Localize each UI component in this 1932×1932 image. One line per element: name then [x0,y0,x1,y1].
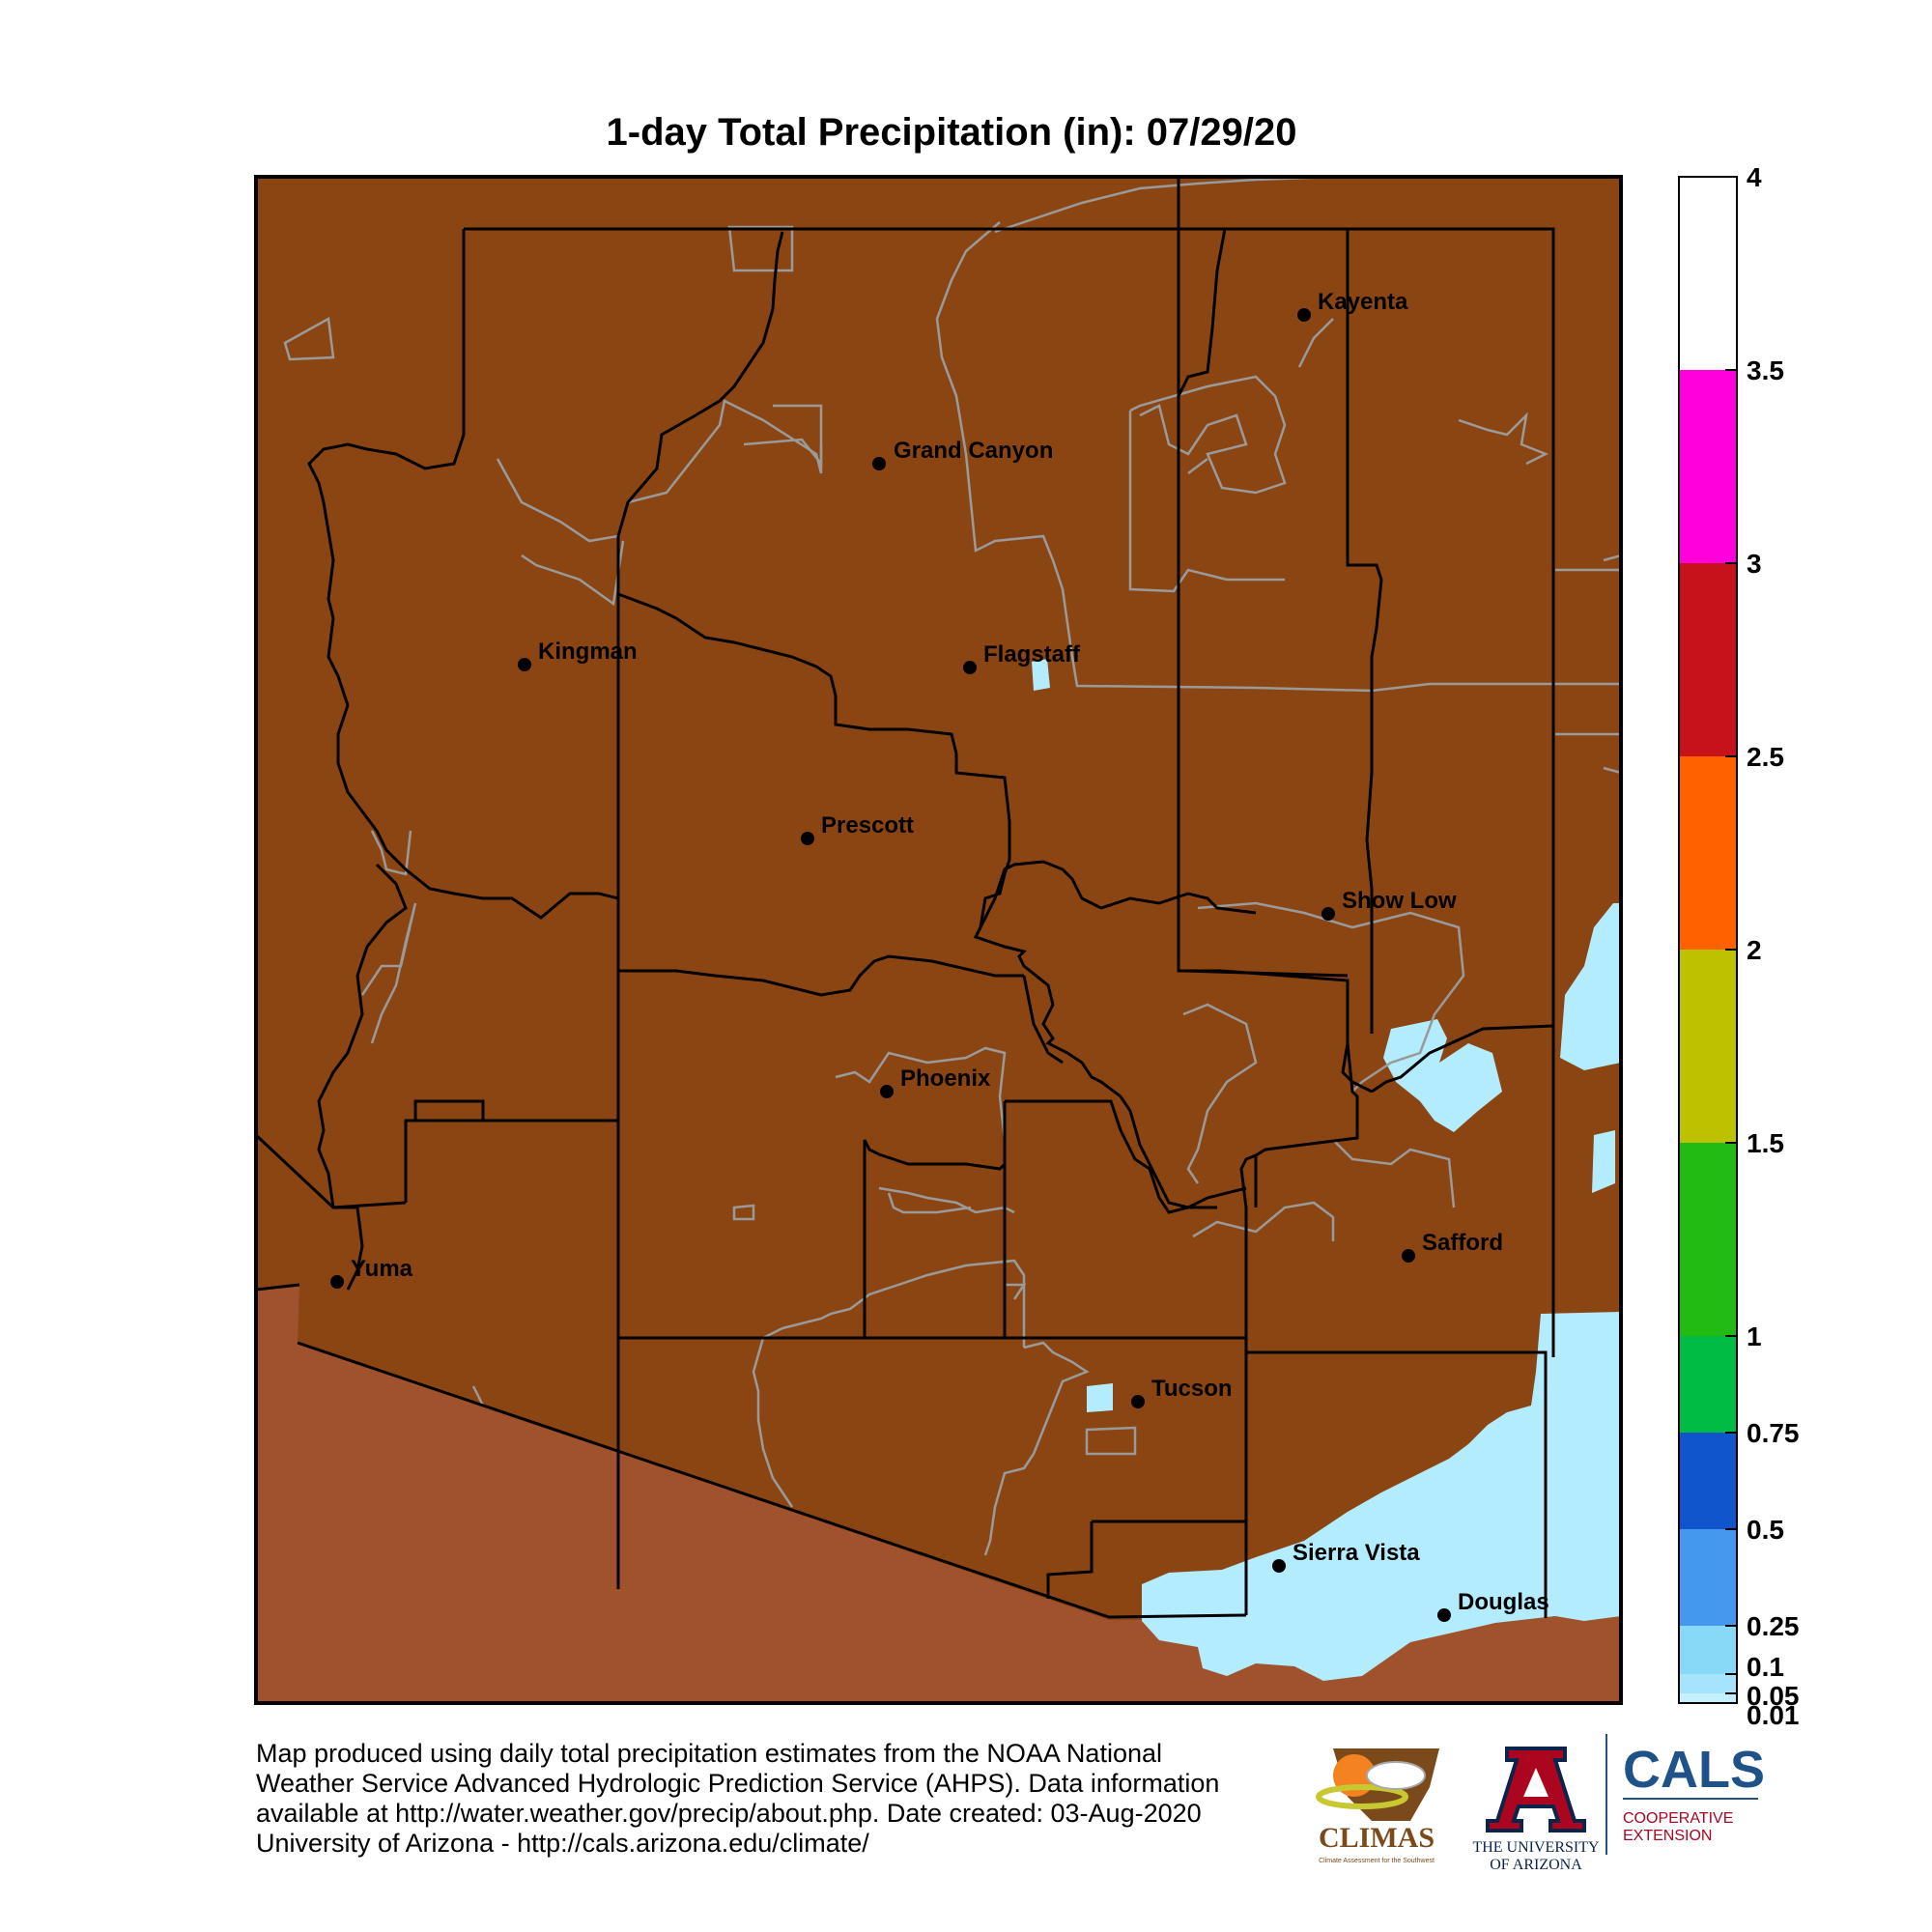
legend-tick-label: 0.5 [1747,1515,1784,1545]
city-sierra-vista: Sierra Vista [1272,1540,1420,1573]
city-label: Kayenta [1318,289,1408,315]
legend-tick-label: 0.1 [1747,1652,1784,1682]
city-dot [1402,1249,1415,1263]
precip-patch-flagstaff [1032,659,1050,691]
university-of-arizona-logo: THE UNIVERSITY OF ARIZONA [1472,1747,1600,1873]
city-dot [1297,308,1311,322]
footer-line: Weather Service Advanced Hydrologic Pred… [256,1769,1220,1798]
city-phoenix: Phoenix [880,1065,991,1098]
legend-tick-label: 3.5 [1747,355,1784,385]
city-prescott: Prescott [801,812,914,845]
city-label: Kingman [538,639,638,665]
precip-patch-southeast [1142,1312,1621,1681]
legend-tick-label: 3 [1747,549,1762,579]
city-grand-canyon: Grand Canyon [872,438,1053,470]
city-show-low: Show Low [1321,888,1457,921]
precipitation-legend: 4 3.5 3 2.5 2 1.5 1 0.75 0.5 0.25 0.10.050.01 [1678,162,1800,1730]
precip-patch-east-border-2 [1592,1130,1615,1193]
cals-line2: EXTENSION [1623,1828,1712,1844]
city-flagstaff: Flagstaff [963,641,1081,674]
legend-band [1679,756,1737,950]
legend-tick-label: 0.25 [1747,1611,1800,1641]
city-dot [1437,1608,1451,1622]
legend-band [1679,1674,1737,1693]
city-dot [330,1275,344,1289]
legend-band [1679,1626,1737,1674]
legend-band [1679,1143,1737,1336]
legend-tick-label: 4 [1747,162,1762,192]
legend-tick-label: 1.5 [1747,1128,1784,1158]
city-label: Douglas [1458,1589,1549,1615]
legend-tick-label: 2.5 [1747,742,1784,772]
city-dot [1321,907,1335,921]
precipitation-patches [1032,659,1621,1681]
footer-line: University of Arizona - http://cals.ariz… [256,1829,869,1858]
city-label: Show Low [1342,888,1457,914]
legend-band [1679,563,1737,756]
legend-band [1679,1433,1737,1529]
city-label: Sierra Vista [1293,1540,1420,1566]
legend-tick-label: 0.01 [1747,1700,1800,1730]
city-label: Tucson [1151,1376,1233,1402]
legend-band [1679,1693,1737,1703]
precip-patch-east-border [1560,903,1621,1070]
city-markers: Kayenta Grand Canyon Kingman Flagstaff P… [330,289,1549,1622]
city-kayenta: Kayenta [1297,289,1408,322]
city-label: Yuma [351,1256,413,1282]
city-label: Safford [1422,1230,1503,1256]
legend-tick-label: 2 [1747,935,1762,965]
city-dot [880,1085,894,1098]
precip-patch-safford-north [1383,1019,1502,1132]
map-frame [254,175,1623,1705]
cals-logo: CALS COOPERATIVE EXTENSION [1623,1741,1765,1844]
ua-line2: OF ARIZONA [1490,1857,1582,1873]
city-label: Phoenix [900,1065,991,1092]
cals-line1: COOPERATIVE [1623,1810,1733,1827]
map-title: 1-day Total Precipitation (in): 07/29/20 [606,111,1297,154]
city-label: Prescott [821,812,914,838]
legend-tick-label: 1 [1747,1321,1762,1351]
outside-state-region [256,1285,1621,1703]
city-label: Grand Canyon [894,438,1053,464]
city-kingman: Kingman [518,639,638,671]
city-dot [872,457,886,470]
city-yuma: Yuma [330,1256,413,1289]
climas-tagline: Climate Assessment for the Southwest [1319,1858,1435,1864]
city-safford: Safford [1402,1230,1503,1263]
city-tucson: Tucson [1131,1376,1233,1408]
city-label: Flagstaff [983,641,1081,668]
city-dot [1272,1559,1286,1573]
legend-band [1679,370,1737,563]
climas-logo: CLIMAS Climate Assessment for the Southw… [1316,1748,1439,1864]
footer-note: Map produced using daily total precipita… [256,1739,1299,1859]
legend-tick-label: 0.05 [1747,1681,1800,1711]
climas-name: CLIMAS [1319,1822,1435,1854]
legend-frame [1678,176,1738,1704]
city-douglas: Douglas [1437,1589,1549,1622]
legend-band [1679,177,1737,370]
city-dot [801,832,814,845]
footer-line: Map produced using daily total precipita… [256,1739,1162,1768]
precip-patch-tucson [1087,1383,1113,1412]
city-dot [963,661,977,674]
city-dot [518,658,531,671]
county-boundaries [254,177,1555,1619]
legend-tick-label: 0.75 [1747,1418,1800,1448]
ua-line1: THE UNIVERSITY [1472,1839,1600,1856]
legend-band [1679,1529,1737,1626]
legend-band [1679,950,1737,1143]
reservation-boundaries [283,175,1623,1556]
legend-band [1679,1336,1737,1433]
cals-name: CALS [1623,1741,1765,1799]
footer-line: available at http://water.weather.gov/pr… [256,1799,1202,1828]
logo-divider [1605,1734,1607,1855]
city-dot [1131,1395,1145,1408]
